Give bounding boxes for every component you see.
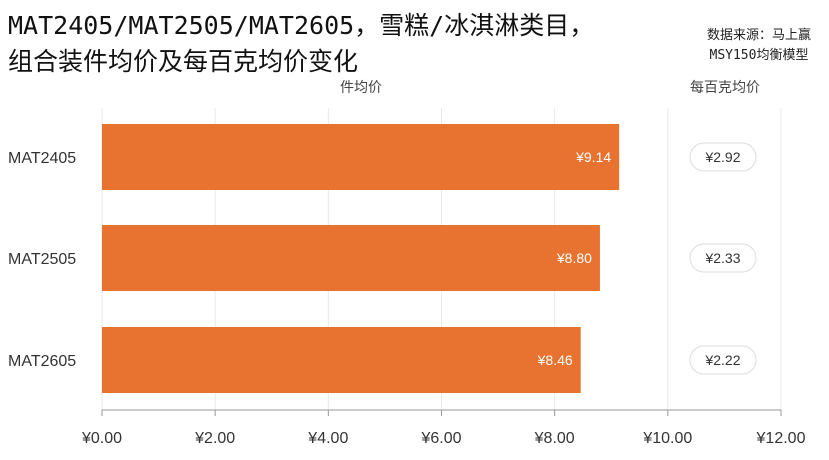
data-source-note: 数据来源：马上赢 MSY150均衡模型 xyxy=(707,26,811,66)
category-label: MAT2605 xyxy=(8,353,76,370)
x-tick-label: ¥2.00 xyxy=(194,430,235,447)
x-tick-label: ¥8.00 xyxy=(534,430,575,447)
bar xyxy=(102,327,581,393)
data-source-line-1: 数据来源：马上赢 xyxy=(706,28,811,43)
bar-value-label: ¥8.46 xyxy=(537,352,573,368)
x-tick-label: ¥0.00 xyxy=(81,430,122,447)
per-100g-price-pill xyxy=(689,243,757,273)
per-100g-price-pill xyxy=(689,345,757,375)
x-tick-label: ¥10.00 xyxy=(642,430,692,447)
per-100g-price-pill xyxy=(689,142,757,172)
category-label: MAT2505 xyxy=(8,251,76,268)
per-100g-price-label: ¥2.22 xyxy=(704,352,740,368)
chart-title: MAT2405/MAT2505/MAT2605，雪糕/冰淇淋类目， 组合装件均价… xyxy=(8,8,594,80)
category-label: MAT2405 xyxy=(8,150,76,167)
data-source-line-2: MSY150均衡模型 xyxy=(709,48,809,63)
x-tick-label: ¥6.00 xyxy=(420,430,461,447)
per-100g-price-label: ¥2.92 xyxy=(704,149,740,165)
chart-title-line-2: 组合装件均价及每百克均价变化 xyxy=(8,47,359,76)
per-100g-price-label: ¥2.33 xyxy=(704,250,740,266)
chart-title-line-1: MAT2405/MAT2505/MAT2605，雪糕/冰淇淋类目， xyxy=(8,11,595,40)
bar xyxy=(102,225,600,291)
column-header-unit-price: 件均价 xyxy=(340,80,382,96)
column-header-per-100g-price: 每百克均价 xyxy=(690,80,760,96)
bar-value-label: ¥8.80 xyxy=(556,250,592,266)
x-tick-label: ¥4.00 xyxy=(307,430,348,447)
x-tick-label: ¥12.00 xyxy=(756,430,806,447)
bar-value-label: ¥9.14 xyxy=(575,149,611,165)
bar xyxy=(102,124,620,190)
